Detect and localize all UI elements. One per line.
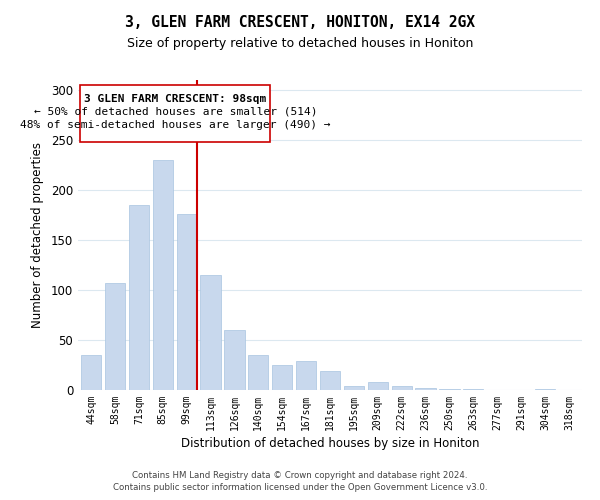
Text: 48% of semi-detached houses are larger (490) →: 48% of semi-detached houses are larger (… bbox=[20, 120, 331, 130]
Text: ← 50% of detached houses are smaller (514): ← 50% of detached houses are smaller (51… bbox=[34, 107, 317, 117]
Bar bbox=[296, 361, 316, 390]
Text: Size of property relative to detached houses in Honiton: Size of property relative to detached ho… bbox=[127, 38, 473, 51]
Text: Contains HM Land Registry data © Crown copyright and database right 2024.: Contains HM Land Registry data © Crown c… bbox=[132, 471, 468, 480]
Bar bbox=[392, 386, 412, 390]
Text: 3 GLEN FARM CRESCENT: 98sqm: 3 GLEN FARM CRESCENT: 98sqm bbox=[84, 94, 266, 104]
X-axis label: Distribution of detached houses by size in Honiton: Distribution of detached houses by size … bbox=[181, 437, 479, 450]
Bar bbox=[320, 371, 340, 390]
Text: 3, GLEN FARM CRESCENT, HONITON, EX14 2GX: 3, GLEN FARM CRESCENT, HONITON, EX14 2GX bbox=[125, 15, 475, 30]
Bar bbox=[439, 389, 460, 390]
Bar bbox=[415, 388, 436, 390]
Bar bbox=[176, 214, 197, 390]
Bar bbox=[129, 205, 149, 390]
Bar bbox=[200, 275, 221, 390]
Bar bbox=[81, 355, 101, 390]
Bar bbox=[368, 382, 388, 390]
Bar bbox=[248, 355, 268, 390]
Bar bbox=[272, 365, 292, 390]
Bar bbox=[535, 389, 555, 390]
FancyBboxPatch shape bbox=[80, 85, 270, 142]
Text: Contains public sector information licensed under the Open Government Licence v3: Contains public sector information licen… bbox=[113, 484, 487, 492]
Bar bbox=[463, 389, 484, 390]
Bar bbox=[105, 283, 125, 390]
Bar bbox=[344, 386, 364, 390]
Bar bbox=[224, 330, 245, 390]
Bar bbox=[152, 160, 173, 390]
Y-axis label: Number of detached properties: Number of detached properties bbox=[31, 142, 44, 328]
